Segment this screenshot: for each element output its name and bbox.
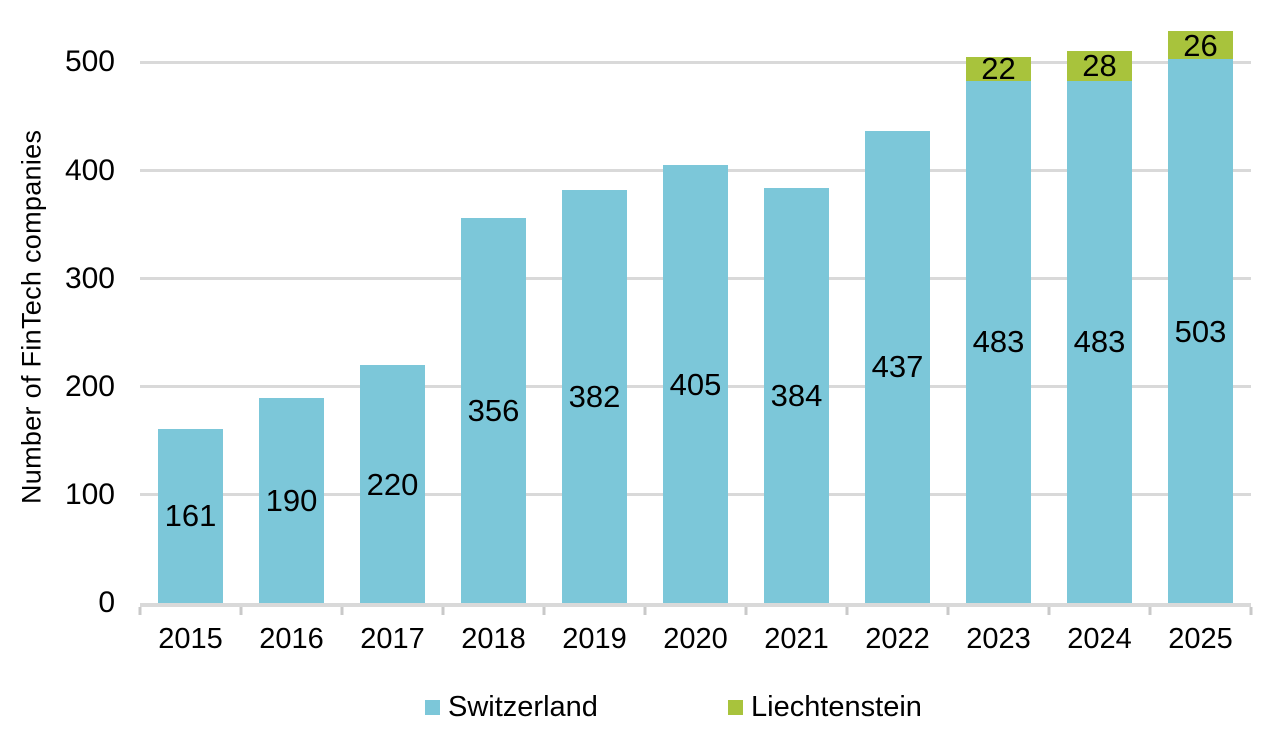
bar-segment-liechtenstein: 28 [1067, 48, 1132, 84]
gridline [140, 60, 1251, 64]
bar-segment-switzerland: 437 [865, 130, 930, 603]
plot-area: 161 190 220 356 382 405 384 437 483 22 483 28 503 26 [138, 27, 1253, 615]
x-tick-label: 2021 [764, 623, 829, 655]
bar-value-label: 483 [1073, 324, 1126, 360]
x-tick-label: 2023 [966, 623, 1031, 655]
x-axis-tick [1249, 607, 1253, 615]
bar-group-2017: 220 [360, 365, 425, 603]
bar-value-label: 190 [265, 482, 318, 518]
bar-value-label: 382 [568, 379, 621, 414]
bar-segment-switzerland: 382 [562, 190, 627, 603]
bar-segment-switzerland: 405 [663, 165, 728, 603]
bar-group-2024: 483 28 [1067, 48, 1132, 603]
bar-segment-switzerland: 483 [966, 80, 1031, 603]
x-axis-tick [643, 607, 647, 615]
legend-swatch-liechtenstein [728, 699, 743, 715]
x-axis-tick [744, 607, 748, 615]
legend-label: Liechtenstein [751, 690, 922, 723]
x-axis-tick [239, 607, 243, 615]
x-tick-label: 2016 [259, 623, 324, 655]
bar-segment-liechtenstein: 26 [1168, 27, 1233, 63]
bar-segment-switzerland: 356 [461, 218, 526, 603]
bar-value-label: 356 [467, 393, 520, 429]
bar-segment-switzerland: 161 [158, 428, 223, 603]
bar-group-2018: 356 [461, 218, 526, 603]
y-tick-label: 200 [64, 369, 115, 403]
bar-group-2021: 384 [764, 187, 829, 603]
bar-value-label: 28 [1082, 48, 1117, 84]
bar-value-label: 405 [669, 366, 722, 402]
bar-segment-switzerland: 220 [360, 365, 425, 603]
x-axis-tick [1148, 607, 1152, 615]
bar-value-label: 161 [164, 498, 217, 534]
legend-item-switzerland: Switzerland [425, 690, 598, 723]
bar-group-2023: 483 22 [966, 53, 1031, 603]
bar-value-label: 220 [366, 466, 419, 502]
legend-swatch-switzerland [425, 699, 440, 715]
bar-value-label: 22 [981, 51, 1016, 87]
bar-group-2015: 161 [158, 428, 223, 603]
bar-segment-switzerland: 384 [764, 187, 829, 603]
bar-group-2019: 382 [562, 190, 627, 603]
y-tick-label: 100 [64, 477, 115, 511]
legend-item-liechtenstein: Liechtenstein [728, 690, 922, 723]
x-axis-tick [1047, 607, 1051, 615]
bar-value-label: 437 [871, 349, 924, 385]
bar-segment-liechtenstein: 22 [966, 53, 1031, 84]
bar-segment-switzerland: 503 [1168, 59, 1233, 603]
x-tick-label: 2020 [663, 623, 728, 655]
bar-value-label: 26 [1183, 27, 1218, 63]
x-axis-tick [340, 607, 344, 615]
y-tick-label: 400 [64, 153, 115, 187]
x-axis-line [140, 603, 1251, 607]
y-axis-tick-labels: 0 100 200 300 400 500 [0, 30, 115, 619]
bar-group-2020: 405 [663, 165, 728, 603]
y-tick-label: 500 [64, 45, 115, 79]
bar-group-2022: 437 [865, 130, 930, 603]
x-tick-label: 2024 [1067, 623, 1132, 655]
y-tick-label: 0 [98, 586, 115, 619]
bar-value-label: 483 [972, 324, 1025, 360]
x-axis-tick [946, 607, 950, 615]
x-tick-label: 2025 [1168, 623, 1233, 655]
x-tick-label: 2015 [158, 623, 223, 655]
bar-group-2025: 503 26 [1168, 27, 1233, 603]
x-axis-tick [138, 607, 142, 615]
bar-value-label: 384 [770, 377, 823, 413]
x-axis-tick [845, 607, 849, 615]
x-axis-tick [441, 607, 445, 615]
x-tick-label: 2017 [360, 623, 425, 655]
legend-label: Switzerland [448, 690, 598, 723]
bar-segment-switzerland: 190 [259, 397, 324, 603]
x-tick-label: 2022 [865, 623, 930, 655]
x-tick-label: 2019 [562, 623, 627, 655]
bar-segment-switzerland: 483 [1067, 80, 1132, 603]
bar-value-label: 503 [1174, 313, 1227, 349]
bar-group-2016: 190 [259, 397, 324, 603]
x-axis-tick [542, 607, 546, 615]
x-tick-label: 2018 [461, 623, 526, 655]
y-tick-label: 300 [64, 261, 115, 295]
